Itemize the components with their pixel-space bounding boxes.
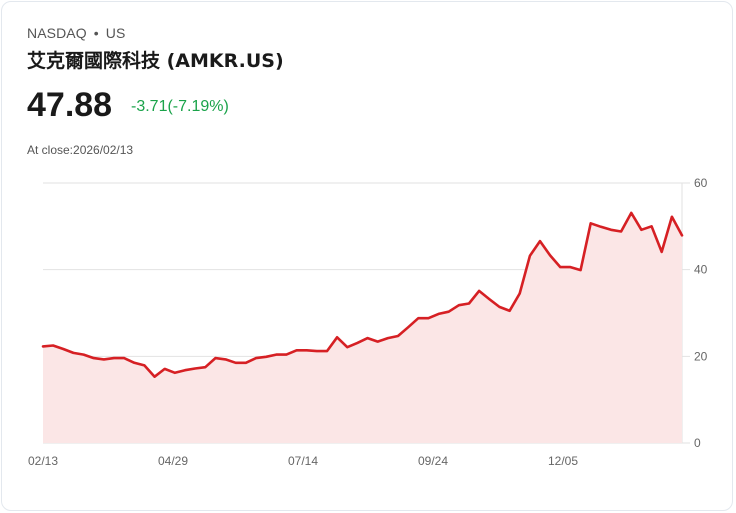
y-tick-label: 20 [694,349,708,363]
x-tick-label: 04/29 [158,454,188,468]
x-tick-label: 07/14 [288,454,318,468]
exchange-name: NASDAQ [27,25,87,41]
y-axis-labels: 0 20 40 60 [694,176,708,450]
market-name: US [105,25,126,41]
x-tick-label: 12/05 [548,454,578,468]
last-price: 47.88 [27,86,113,124]
stock-title: 艾克爾國際科技 (AMKR.US) [27,50,284,72]
price-change: -3.71(-7.19%) [131,98,229,115]
separator-dot: • [93,25,99,41]
x-axis-labels: 02/13 04/29 07/14 09/24 12/05 [28,454,578,468]
y-tick-label: 40 [694,263,708,277]
price-area-fill [43,212,682,443]
close-timestamp: At close:2026/02/13 [27,143,134,157]
x-tick-label: 02/13 [28,454,58,468]
price-line [41,211,684,378]
y-tick-label: 0 [694,436,701,450]
exchange-line: NASDAQ • US [27,25,125,41]
y-tick-label: 60 [694,176,708,190]
x-tick-label: 09/24 [418,454,448,468]
